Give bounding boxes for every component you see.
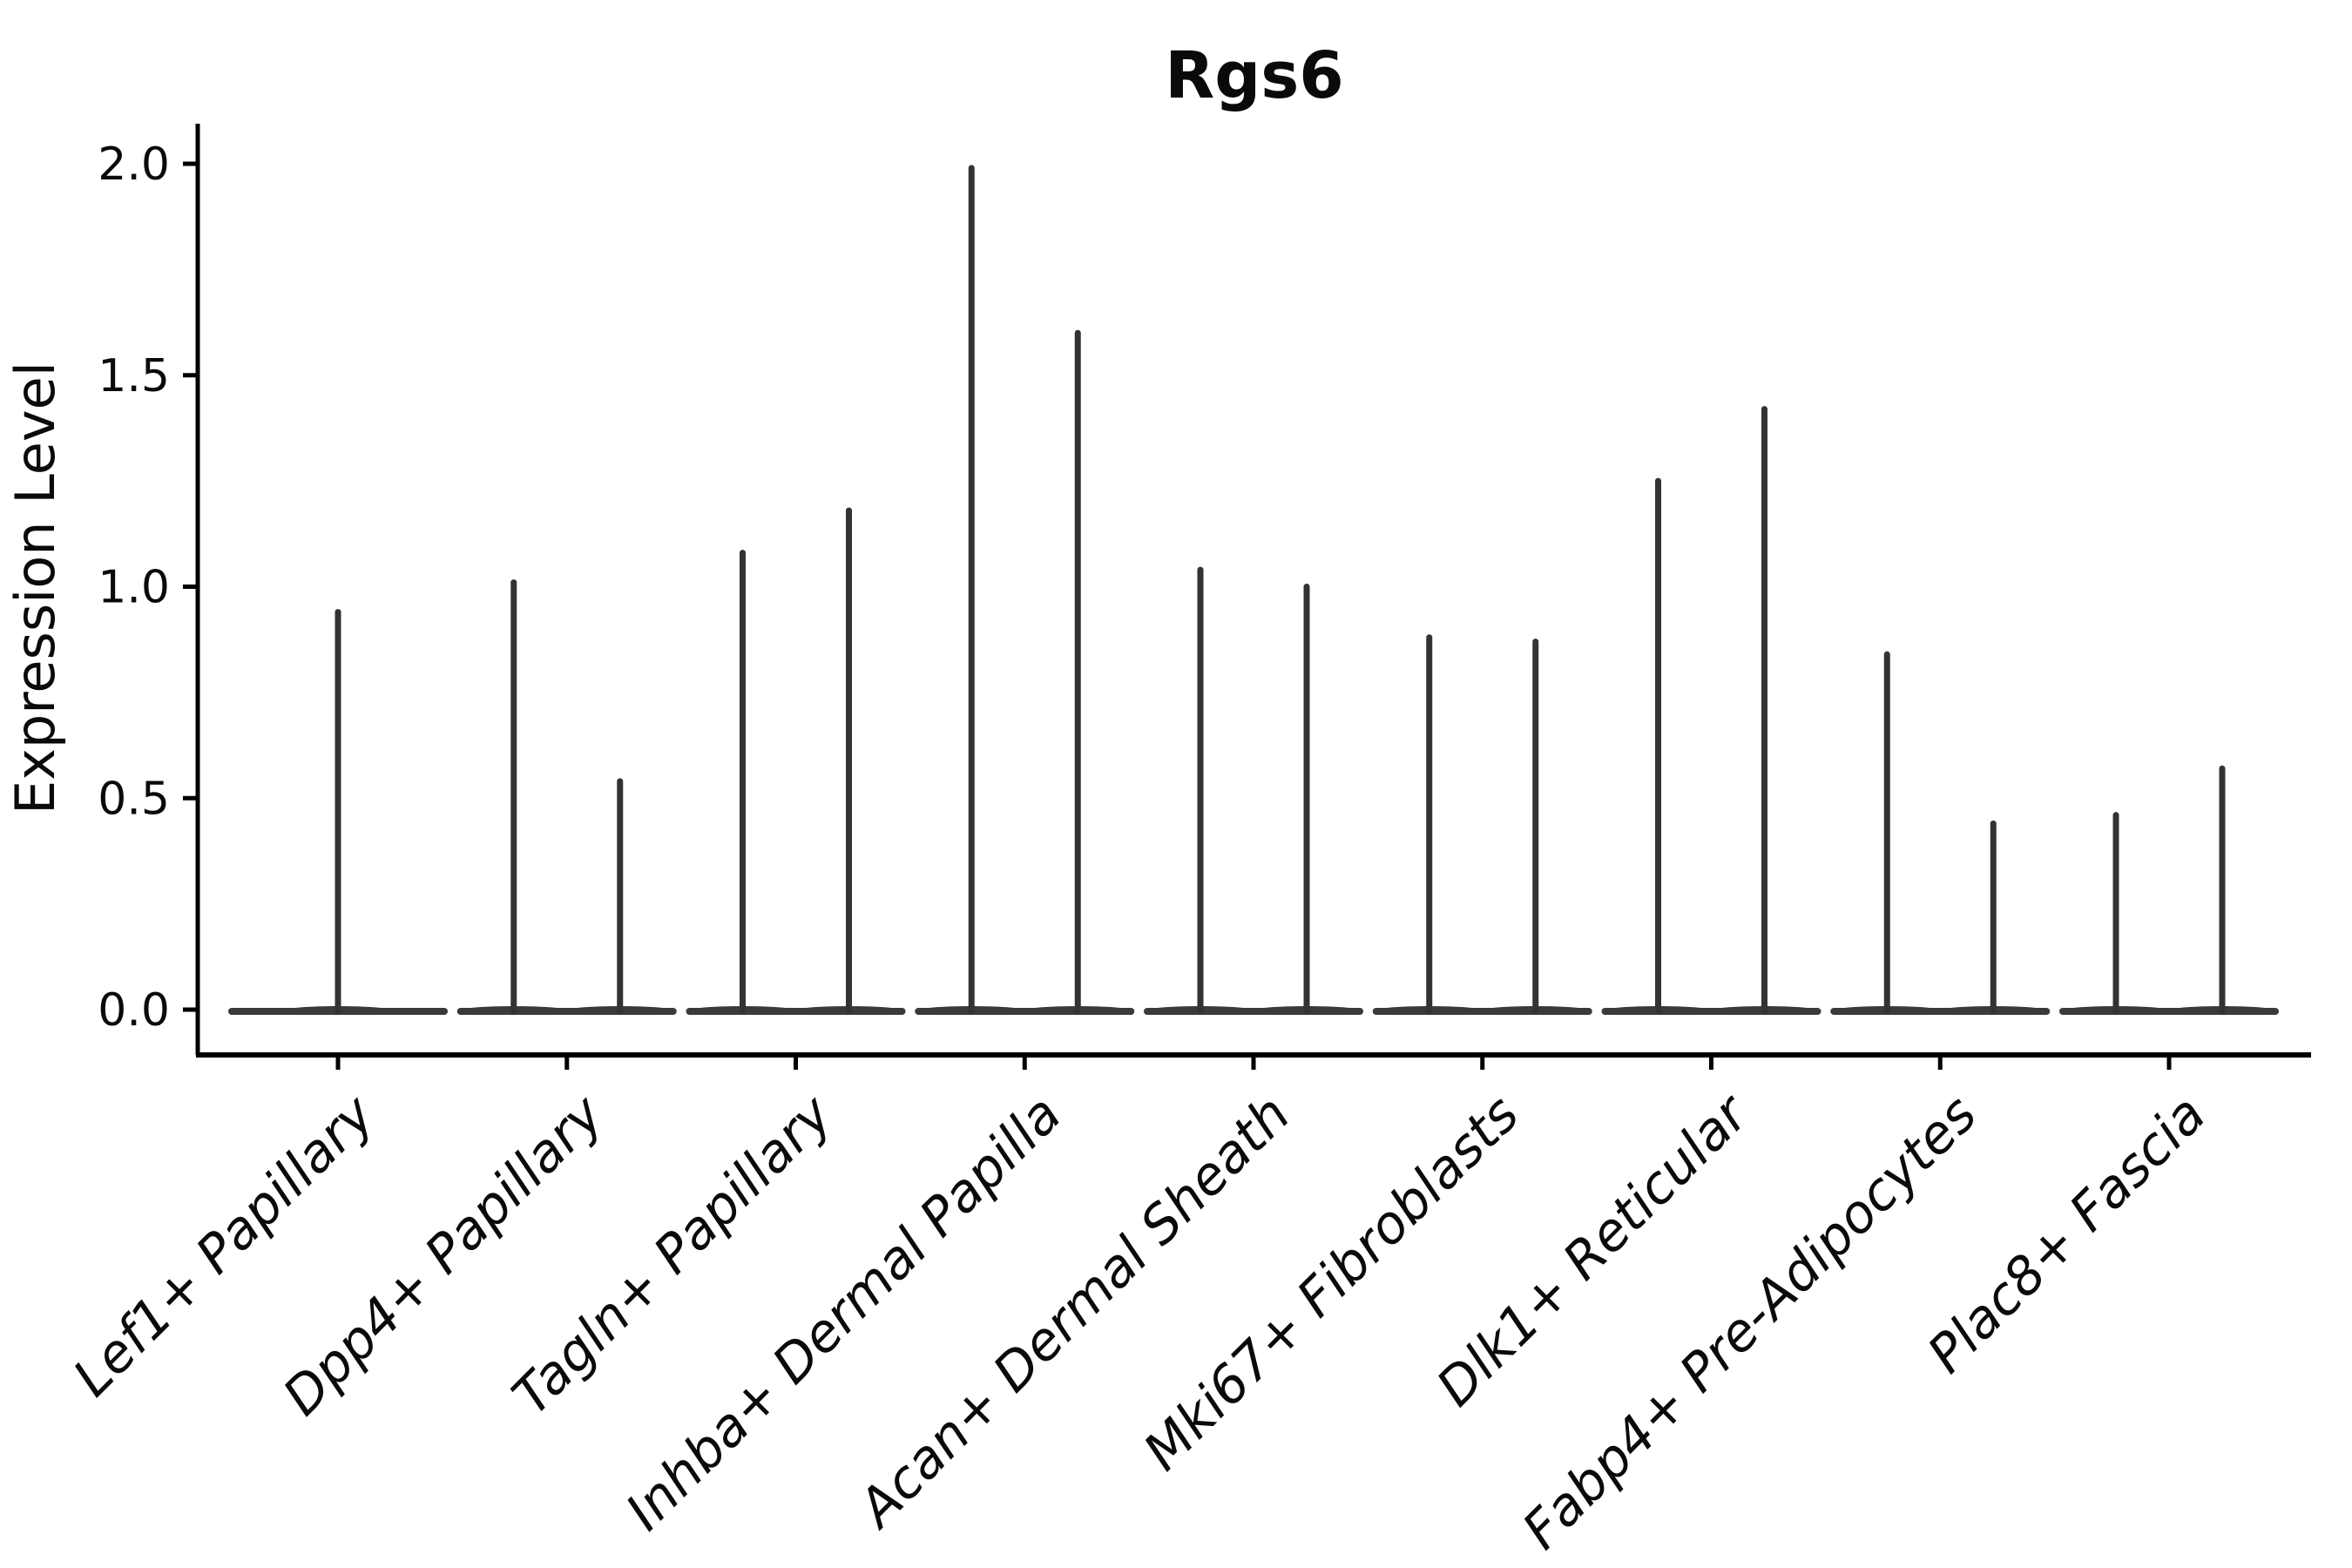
violin-group bbox=[686, 507, 906, 1015]
y-tick-label: 1.0 bbox=[98, 562, 170, 614]
x-tick-label: Fabp4+ Pre-Adipocytes bbox=[1511, 1084, 1989, 1561]
violin-group bbox=[915, 165, 1135, 1015]
violin-group bbox=[456, 579, 677, 1015]
violin-group bbox=[1144, 566, 1363, 1015]
y-tick-label: 1.5 bbox=[98, 350, 170, 402]
y-tick-label: 0.5 bbox=[98, 773, 170, 825]
violin-group bbox=[2059, 765, 2279, 1015]
violin-group bbox=[1830, 651, 2051, 1015]
chart-title: Rgs6 bbox=[1165, 38, 1344, 113]
violin-group bbox=[228, 609, 448, 1015]
x-tick-label: Acan+ Dermal Sheath bbox=[845, 1084, 1302, 1541]
violin-group bbox=[1601, 406, 1821, 1015]
y-tick-label: 0.0 bbox=[98, 984, 170, 1037]
x-tick-label: Inhba+ Dermal Papilla bbox=[614, 1084, 1072, 1542]
x-tick-label: Mki67+ Fibroblasts bbox=[1132, 1084, 1531, 1483]
y-axis-label: Expression Level bbox=[3, 362, 67, 814]
violin-group bbox=[1372, 634, 1592, 1015]
y-tick-label: 2.0 bbox=[98, 139, 170, 191]
